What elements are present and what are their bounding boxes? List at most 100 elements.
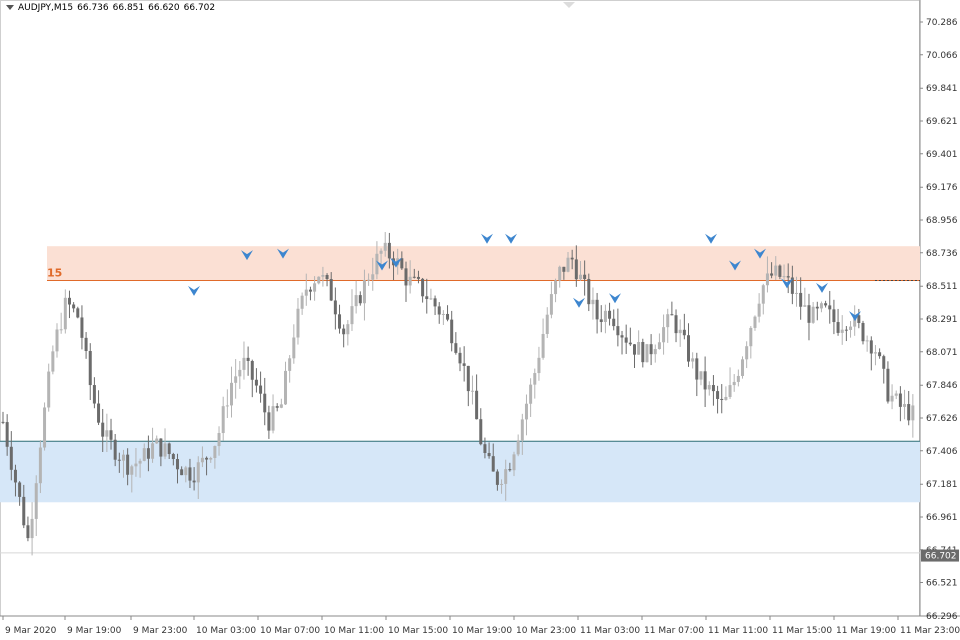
candle-body	[570, 257, 574, 260]
candle-body	[22, 496, 26, 526]
sell-arrow-icon[interactable]	[754, 248, 766, 259]
candle-body	[898, 393, 902, 407]
sell-arrow-icon[interactable]	[188, 285, 200, 296]
sell-arrow-icon[interactable]	[729, 260, 741, 271]
candle-body	[205, 457, 209, 460]
candle-body	[300, 295, 304, 309]
candle-body	[691, 358, 695, 362]
close-price: 66.702	[183, 3, 216, 13]
candle-body	[765, 273, 769, 286]
candle-body	[587, 278, 591, 305]
candle-body	[745, 346, 749, 360]
candle-body	[284, 370, 288, 405]
candle-body	[674, 315, 678, 334]
sell-arrow-icon[interactable]	[241, 250, 253, 261]
candle-body	[753, 316, 757, 328]
sell-arrow-icon[interactable]	[573, 297, 585, 308]
candle-body	[88, 350, 92, 386]
candle-body	[109, 430, 113, 440]
sell-arrow-icon[interactable]	[390, 257, 402, 268]
time-label: 9 Mar 23:00	[133, 626, 188, 636]
candle-body	[51, 351, 55, 372]
candle-body	[749, 327, 753, 347]
price-label: 69.841	[926, 84, 958, 94]
candle-body	[728, 385, 732, 397]
sell-arrow-icon[interactable]	[816, 282, 828, 293]
candle-body	[155, 438, 159, 444]
price-label: 69.621	[926, 117, 958, 127]
candle-body	[703, 371, 707, 390]
candle-body	[894, 393, 898, 396]
candle-body	[408, 276, 412, 286]
high-price: 66.851	[112, 3, 145, 13]
candle-body	[221, 406, 225, 434]
candle-body	[562, 266, 566, 272]
demand-zone[interactable]	[0, 441, 920, 503]
time-label: 11 Mar 15:00	[772, 626, 832, 636]
candle-body	[637, 341, 641, 355]
sell-arrow-icon[interactable]	[705, 233, 717, 244]
candle-body	[649, 344, 653, 355]
candle-body	[529, 384, 533, 404]
candle-body	[741, 359, 745, 376]
candle-body	[840, 329, 844, 333]
candle-body	[412, 276, 416, 278]
candle-body	[732, 381, 736, 386]
time-label: 10 Mar 23:00	[516, 626, 576, 636]
candle-body	[275, 406, 279, 408]
candle-body	[824, 303, 828, 306]
price-label: 66.961	[926, 513, 958, 523]
price-label: 68.736	[926, 249, 958, 259]
candle-body	[853, 315, 857, 327]
candle-body	[213, 446, 217, 458]
sell-arrow-icon[interactable]	[277, 248, 289, 259]
candle-body	[317, 276, 321, 284]
candle-body	[711, 385, 715, 392]
candle-body	[1, 421, 5, 423]
time-label: 11 Mar 07:00	[644, 626, 704, 636]
candle-body	[466, 365, 470, 392]
candle-body	[9, 446, 13, 470]
candle-body	[138, 460, 142, 464]
candle-body	[819, 303, 823, 309]
candle-body	[470, 390, 474, 392]
sell-arrow-icon[interactable]	[505, 233, 517, 244]
price-label: 68.291	[926, 315, 958, 325]
candle-body	[350, 306, 354, 325]
collapse-triangle-icon[interactable]	[6, 5, 14, 10]
low-price: 66.620	[148, 3, 180, 13]
candle-body	[246, 357, 250, 361]
candle-body	[566, 257, 570, 272]
sell-arrow-icon[interactable]	[609, 293, 621, 304]
candle-body	[126, 454, 130, 475]
chart-shift-marker-icon[interactable]	[563, 2, 575, 8]
candle-body	[367, 279, 371, 281]
sell-arrow-icon[interactable]	[481, 233, 493, 244]
candle-body	[815, 306, 819, 309]
candle-body	[55, 329, 59, 352]
candle-body	[63, 297, 67, 330]
price-label: 70.286	[926, 18, 958, 28]
supply-zone[interactable]	[47, 246, 920, 281]
candle-body	[338, 314, 342, 329]
candle-body	[641, 341, 645, 363]
sell-arrow-icon[interactable]	[376, 260, 388, 271]
candle-body	[263, 393, 267, 413]
current-price-label: 66.702	[925, 552, 957, 562]
candle-body	[678, 329, 682, 334]
candle-body	[645, 344, 649, 363]
price-label: 67.406	[926, 447, 958, 457]
candle-body	[799, 292, 803, 307]
candle-body	[421, 278, 425, 297]
candle-body	[612, 318, 616, 327]
candle-body	[624, 337, 628, 343]
sell-arrow-icon[interactable]	[849, 311, 861, 322]
time-label: 9 Mar 2020	[5, 626, 57, 636]
candle-body	[620, 335, 624, 338]
price-label: 67.181	[926, 480, 958, 490]
candle-body	[591, 299, 595, 305]
candle-body	[383, 242, 387, 251]
sell-arrow-icon[interactable]	[781, 278, 793, 289]
candle-body	[196, 462, 200, 483]
